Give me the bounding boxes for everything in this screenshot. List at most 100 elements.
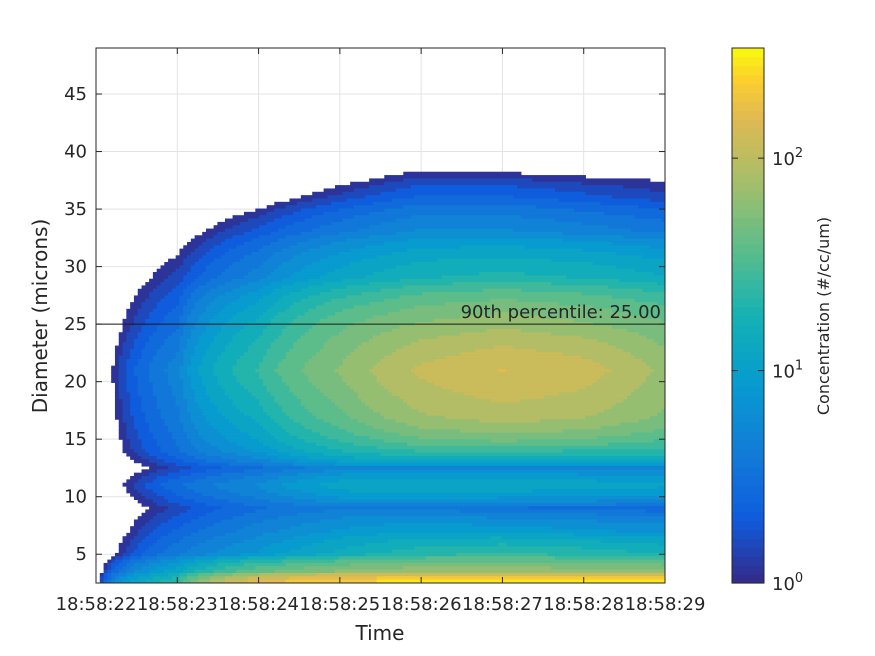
contour-cell [262,409,283,414]
contour-cell [213,369,234,373]
contour-cell [213,335,234,340]
colorbar-segment [732,520,764,531]
contour-cell [122,348,131,353]
contour-cell [232,225,260,230]
contour-cell [114,405,124,410]
contour-cell [278,476,317,480]
contour-cell [289,415,317,420]
contour-cell [190,295,203,300]
contour-cell [175,455,196,460]
contour-cell [460,429,564,434]
contour-cell [224,251,253,256]
contour-cell [183,332,192,337]
contour-cell [141,348,158,353]
contour-cell [573,208,665,213]
y-tick-label: 40 [64,142,87,163]
contour-cell [149,472,169,477]
contour-cell [300,195,328,200]
contour-cell [224,238,253,243]
contour-cell [403,285,609,290]
contour-cell [384,355,446,360]
contour-cell [179,365,188,370]
contour-cell [183,245,200,250]
contour-cell [558,392,632,397]
contour-cell [278,365,306,370]
contour-cell [278,238,310,243]
contour-cell [577,472,665,477]
contour-cell [179,335,192,340]
contour-cell [122,405,131,410]
contour-cell [168,519,192,524]
contour-cell [221,272,249,276]
contour-cell [657,282,665,286]
contour-cell [274,288,302,293]
contour-cell [293,282,325,286]
contour-cell [141,402,158,407]
contour-cell [319,348,355,353]
contour-cell [198,579,211,583]
x-tick-label: 18:58:25 [299,594,380,615]
contour-cell [137,489,154,494]
contour-cell [638,385,665,390]
contour-cell [206,419,230,424]
contour-cell [615,502,665,507]
contour-cell [118,429,127,434]
contour-cell [646,379,665,383]
contour-cell [149,532,169,537]
contour-cell [164,509,188,514]
contour-cell [164,569,184,574]
contour-cell [168,275,184,280]
contour-cell [278,529,332,534]
contour-cell [334,559,665,564]
contour-cell [270,318,294,323]
contour-cell [236,312,264,317]
contour-cell [175,442,192,447]
contour-cell [293,462,336,467]
contour-cell [224,305,249,310]
contour-cell [596,499,665,504]
contour-cell [152,529,173,534]
contour-cell [300,268,336,273]
contour-cell [342,278,401,283]
contour-cell [156,556,177,561]
contour-cell [187,509,215,514]
contour-cell [126,338,135,343]
contour-cell [653,338,665,343]
contour-cell [126,489,139,494]
contour-cell [160,445,181,450]
contour-cell [122,352,131,357]
contour-cell [289,258,321,263]
contour-cell [190,442,211,447]
contour-cell [240,559,283,564]
contour-cell [164,318,181,323]
contour-cell [152,499,169,504]
contour-cell [137,429,150,434]
contour-cell [369,211,605,216]
contour-cell [297,472,344,477]
contour-cell [281,248,310,253]
contour-cell [414,372,605,377]
contour-cell [316,205,355,210]
contour-cell [206,459,237,464]
contour-cell [137,308,154,313]
contour-cell [114,566,124,571]
contour-cell [114,348,124,353]
contour-cell [213,372,234,377]
contour-cell [274,399,302,404]
contour-cell [232,572,260,577]
contour-cell [361,399,404,404]
contour-cell [187,272,203,276]
contour-cell [187,402,200,407]
contour-cell [141,502,158,507]
contour-cell [562,352,632,357]
contour-cell [350,248,408,253]
contour-cell [221,325,245,330]
contour-cell [236,358,264,363]
contour-cell [323,419,359,424]
contour-cell [194,422,211,427]
contour-cell [646,335,665,340]
contour-cell [198,275,218,280]
contour-cell [232,369,256,373]
contour-cell [278,362,306,367]
contour-cell [130,355,143,360]
